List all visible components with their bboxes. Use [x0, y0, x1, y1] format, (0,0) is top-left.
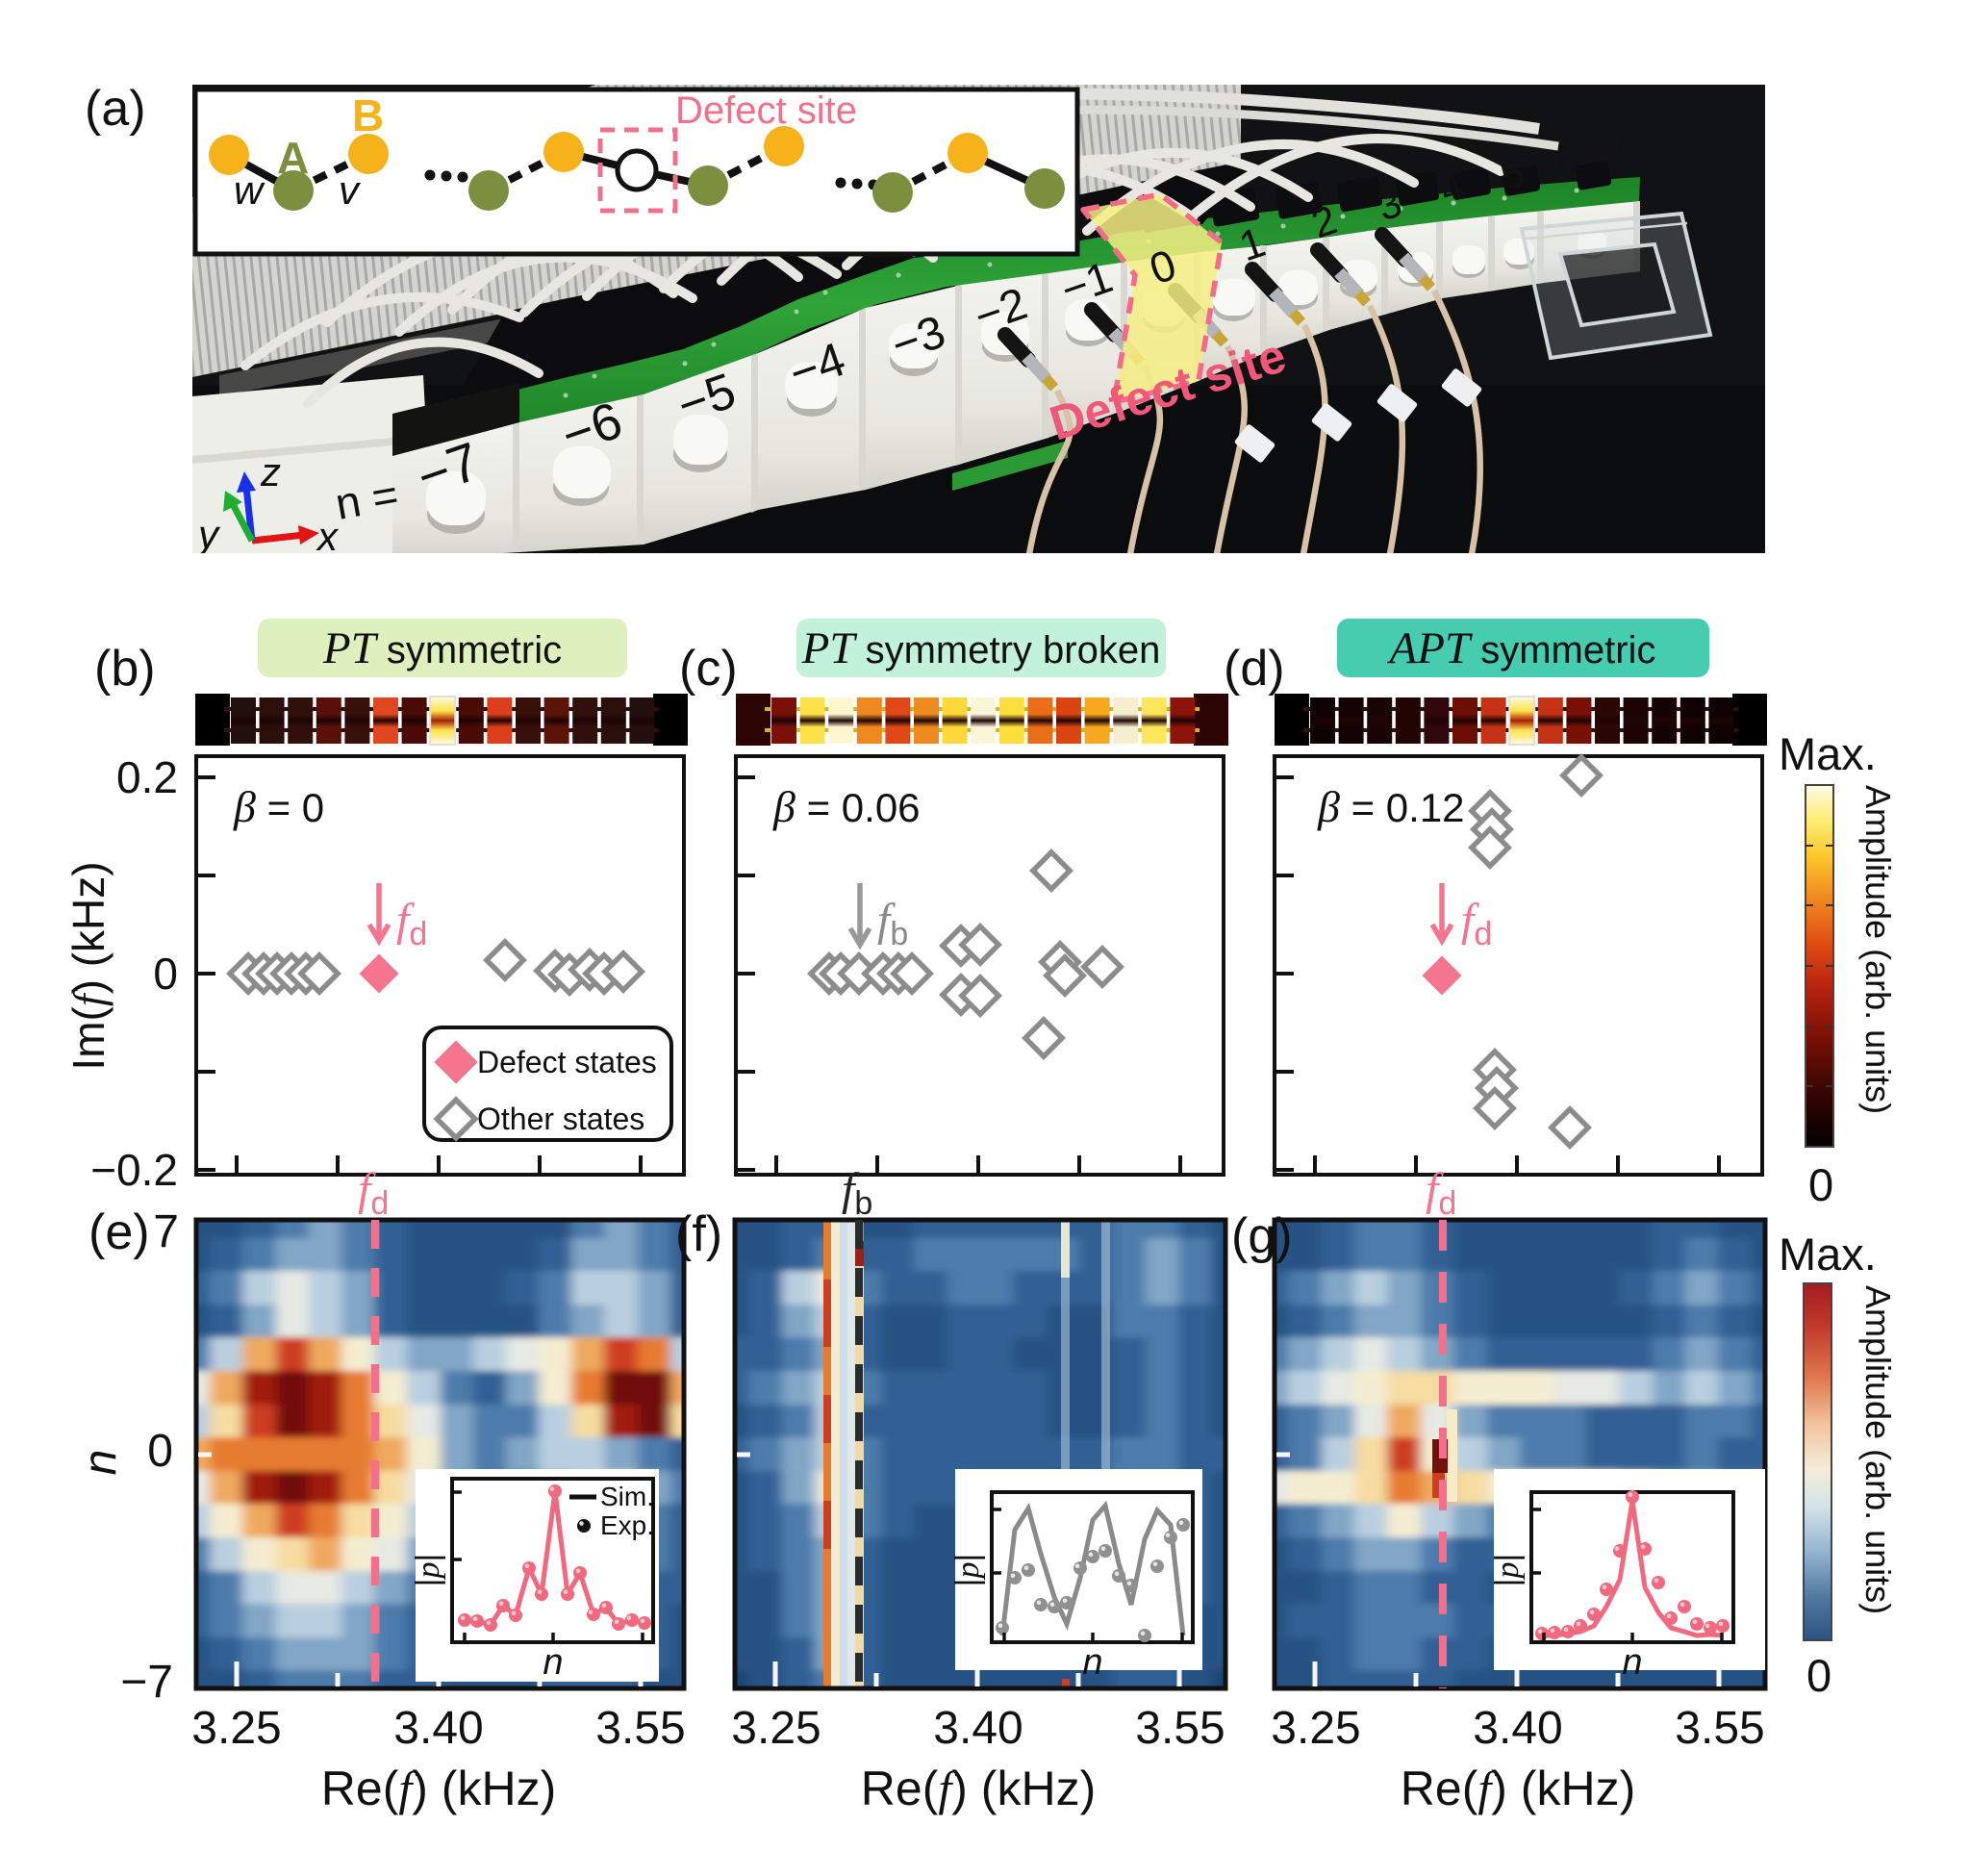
svg-text:(c): (c) — [679, 641, 738, 697]
svg-text:z: z — [260, 449, 281, 494]
svg-text:3.25: 3.25 — [191, 1703, 281, 1754]
svg-text:n: n — [1622, 1642, 1642, 1683]
svg-text:A: A — [277, 133, 309, 183]
svg-text:w: w — [234, 167, 265, 213]
svg-text:β = 0: β = 0 — [233, 782, 324, 831]
svg-text:Re(f) (kHz): Re(f) (kHz) — [321, 1762, 556, 1815]
svg-text:Re(f) (kHz): Re(f) (kHz) — [1401, 1762, 1635, 1815]
svg-text:β = 0.06: β = 0.06 — [772, 782, 921, 831]
svg-text:PT symmetry broken: PT symmetry broken — [801, 623, 1161, 673]
svg-text:3.55: 3.55 — [595, 1703, 685, 1754]
svg-text:(d): (d) — [1224, 641, 1285, 697]
svg-text:Other states: Other states — [477, 1102, 644, 1136]
svg-text:0.2: 0.2 — [116, 752, 178, 802]
svg-text:0: 0 — [153, 949, 178, 999]
svg-text:0: 0 — [1808, 1159, 1833, 1210]
svg-text:Im(f) (kHz): Im(f) (kHz) — [63, 861, 114, 1070]
svg-text:(b): (b) — [94, 641, 156, 697]
svg-text:v: v — [339, 167, 362, 213]
svg-text:3.25: 3.25 — [1271, 1703, 1360, 1754]
svg-text:3.40: 3.40 — [393, 1703, 483, 1754]
svg-text:3.55: 3.55 — [1675, 1703, 1764, 1754]
svg-text:0: 0 — [1806, 1650, 1831, 1701]
svg-text:(g): (g) — [1231, 1208, 1293, 1264]
svg-text:(a): (a) — [85, 81, 146, 137]
svg-text:3.25: 3.25 — [731, 1703, 821, 1754]
svg-text:−7: −7 — [120, 1657, 173, 1708]
svg-text:n: n — [543, 1642, 563, 1683]
svg-text:3.55: 3.55 — [1135, 1703, 1225, 1754]
svg-text:Defect site: Defect site — [675, 89, 857, 132]
svg-text:|p|: |p| — [410, 1554, 446, 1587]
svg-text:B: B — [352, 90, 384, 140]
svg-text:−0.2: −0.2 — [90, 1145, 178, 1195]
svg-text:7: 7 — [153, 1206, 179, 1257]
svg-text:β = 0.12: β = 0.12 — [1317, 782, 1465, 831]
svg-text:Re(f) (kHz): Re(f) (kHz) — [861, 1762, 1096, 1815]
svg-text:|p|: |p| — [1489, 1554, 1526, 1587]
svg-text:PT symmetric: PT symmetric — [322, 623, 562, 673]
svg-text:3.40: 3.40 — [933, 1703, 1023, 1754]
svg-text:(e): (e) — [88, 1204, 150, 1260]
svg-text:Exp.: Exp. — [600, 1510, 654, 1540]
svg-text:(f): (f) — [675, 1206, 722, 1262]
svg-text:Amplitude (arb. units): Amplitude (arb. units) — [1858, 1285, 1898, 1614]
svg-text:|p|: |p| — [949, 1554, 986, 1587]
svg-text:0: 0 — [147, 1426, 173, 1477]
svg-text:y: y — [195, 512, 221, 557]
svg-text:Max.: Max. — [1779, 728, 1877, 779]
svg-text:3.40: 3.40 — [1473, 1703, 1562, 1754]
svg-text:APT symmetric: APT symmetric — [1387, 623, 1656, 673]
svg-text:Defect states: Defect states — [477, 1045, 657, 1079]
svg-text:Amplitude (arb. units): Amplitude (arb. units) — [1858, 785, 1898, 1114]
svg-text:Sim.: Sim. — [600, 1482, 654, 1511]
svg-text:n: n — [75, 1450, 126, 1476]
svg-text:x: x — [316, 514, 340, 559]
svg-text:n =: n = — [332, 469, 402, 529]
svg-text:n: n — [1082, 1642, 1102, 1683]
svg-text:Max.: Max. — [1779, 1229, 1877, 1280]
